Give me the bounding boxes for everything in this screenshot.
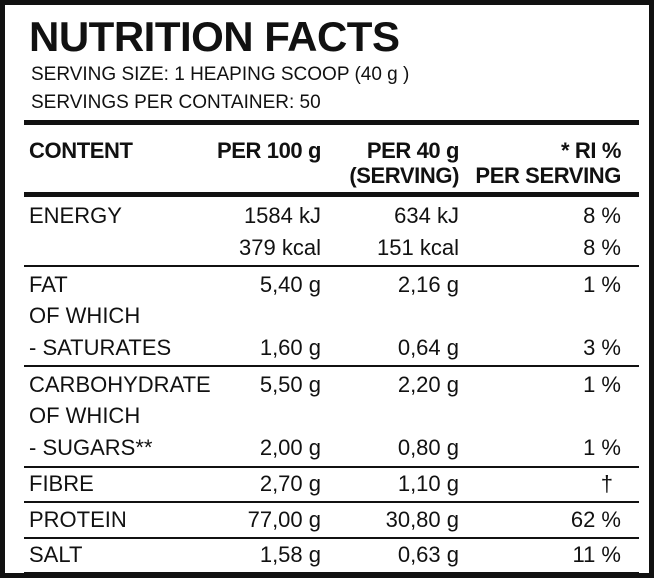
row-divider bbox=[24, 537, 639, 539]
header-rule bbox=[24, 192, 639, 197]
cell-protein-ri: 62 % bbox=[570, 507, 621, 532]
row-label-fibre: FIBRE bbox=[29, 471, 94, 496]
header-per40: PER 40 g bbox=[366, 138, 460, 163]
cell-fat-ri: 1 % bbox=[583, 272, 621, 297]
table-bottom-rule bbox=[24, 572, 639, 577]
cell-carbohydrate-per40: 2,20 g bbox=[397, 372, 459, 397]
cell-fibre-per100: 2,70 g bbox=[259, 471, 321, 496]
row-label-salt: SALT bbox=[29, 542, 83, 567]
table-top-rule bbox=[24, 120, 639, 125]
header-content: CONTENT bbox=[29, 138, 133, 163]
servings-per-container: SERVINGS PER CONTAINER: 50 bbox=[31, 92, 321, 113]
cell-carbohydrate-per100: 5,50 g bbox=[259, 372, 321, 397]
cell-fat-per100: 5,40 g bbox=[259, 272, 321, 297]
cell-energy-kcal-ri: 8 % bbox=[583, 235, 621, 260]
cell-saturates-per100: 1,60 g bbox=[259, 335, 321, 360]
cell-saturates-ri: 3 % bbox=[583, 335, 621, 360]
header-ri-per-serving: PER SERVING bbox=[475, 163, 621, 188]
cell-energy-kcal-per100: 379 kcal bbox=[239, 235, 321, 260]
row-divider bbox=[24, 265, 639, 267]
page-title: NUTRITION FACTS bbox=[29, 13, 400, 60]
cell-energy-kj-per40: 634 kJ bbox=[394, 203, 459, 228]
cell-saturates-per40: 0,64 g bbox=[397, 335, 459, 360]
cell-fibre-ri: † bbox=[600, 471, 613, 496]
cell-salt-ri: 11 % bbox=[572, 542, 621, 567]
cell-carbohydrate-ri: 1 % bbox=[583, 372, 621, 397]
cell-protein-per100: 77,00 g bbox=[247, 507, 321, 532]
cell-fibre-per40: 1,10 g bbox=[397, 471, 459, 496]
header-ri: * RI % bbox=[561, 138, 621, 163]
cell-energy-kj-ri: 8 % bbox=[583, 203, 621, 228]
cell-sugars-per100: 2,00 g bbox=[259, 435, 321, 460]
header-per40-serving: (SERVING) bbox=[349, 163, 459, 188]
cell-fat-per40: 2,16 g bbox=[397, 272, 459, 297]
cell-sugars-per40: 0,80 g bbox=[397, 435, 459, 460]
cell-salt-per100: 1,58 g bbox=[259, 542, 321, 567]
serving-size: SERVING SIZE: 1 HEAPING SCOOP (40 g ) bbox=[31, 64, 410, 85]
cell-protein-per40: 30,80 g bbox=[385, 507, 459, 532]
row-label-energy: ENERGY bbox=[29, 203, 122, 228]
row-divider bbox=[24, 501, 639, 503]
cell-sugars-ri: 1 % bbox=[583, 435, 621, 460]
cell-energy-kj-per100: 1584 kJ bbox=[243, 203, 321, 228]
row-label-fat: FAT bbox=[29, 272, 68, 297]
row-label-sugars: - SUGARS** bbox=[29, 435, 153, 460]
row-label-carb-of-which: OF WHICH bbox=[29, 403, 141, 428]
row-label-saturates: - SATURATES bbox=[29, 335, 172, 360]
row-label-carbohydrate: CARBOHYDRATE bbox=[29, 372, 211, 397]
row-divider bbox=[24, 466, 639, 468]
row-divider bbox=[24, 365, 639, 367]
cell-energy-kcal-per40: 151 kcal bbox=[377, 235, 459, 260]
row-label-fat-of-which: OF WHICH bbox=[29, 303, 141, 328]
row-label-protein: PROTEIN bbox=[29, 507, 127, 532]
header-per100: PER 100 g bbox=[216, 138, 321, 163]
cell-salt-per40: 0,63 g bbox=[397, 542, 459, 567]
